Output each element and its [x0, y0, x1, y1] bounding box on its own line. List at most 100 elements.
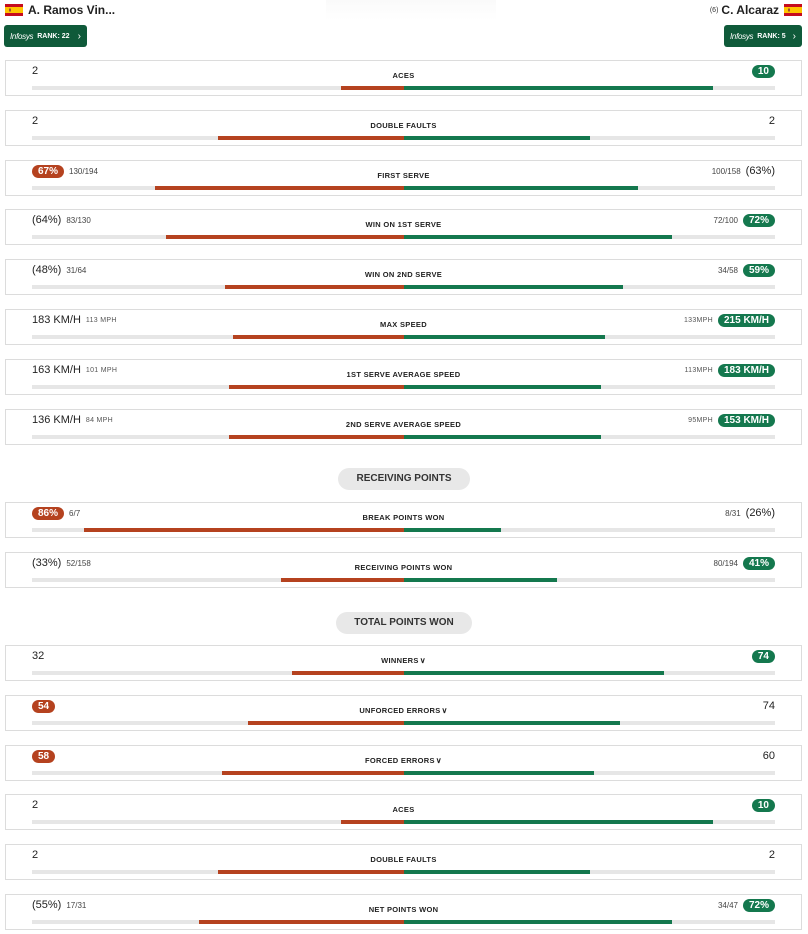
- left-stat-bar: [83, 528, 404, 532]
- left-value: 86% 6/7: [32, 507, 80, 520]
- left-stat-bar: [280, 578, 404, 582]
- right-sub-value: 100/158: [711, 166, 741, 176]
- right-sub-value: 34/58: [717, 266, 738, 275]
- left-value: 54: [32, 700, 56, 713]
- stat-bar-track: [32, 771, 775, 775]
- chevron-down-icon[interactable]: ∨: [441, 706, 448, 715]
- left-main-value: (55%): [32, 899, 62, 911]
- left-unit-value: 84 MPH: [85, 416, 114, 424]
- stat-bar-track: [32, 335, 775, 339]
- stat-bar-track: [32, 870, 775, 874]
- stat-row: MAX SPEED 183 KM/H 113 MPH 133MPH 215 KM/H: [5, 309, 802, 345]
- left-value: 2: [32, 849, 38, 861]
- right-unit-value: 95MPH: [688, 417, 713, 424]
- header-fade: [326, 0, 496, 20]
- chevron-right-icon: ›: [77, 30, 81, 42]
- right-main-value: 60: [762, 750, 775, 762]
- left-value: 2: [32, 65, 38, 77]
- right-stat-bar: [403, 820, 713, 824]
- right-value: 74: [763, 700, 775, 712]
- stat-row: ACES 2 10: [5, 60, 802, 96]
- stat-row: BREAK POINTS WON 86% 6/7 8/31 (26%): [5, 502, 802, 538]
- left-main-value: 2: [32, 65, 39, 77]
- left-value: 163 KM/H 101 MPH: [32, 364, 117, 376]
- stat-label-text: 2ND SERVE AVERAGE SPEED: [345, 420, 462, 429]
- left-stat-bar: [221, 771, 404, 775]
- right-stat-bar: [403, 721, 620, 725]
- left-main-value: (64%): [32, 214, 62, 226]
- left-value: 67% 130/194: [32, 165, 98, 178]
- stat-bar-track: [32, 820, 775, 824]
- stat-label: FIRST SERVE: [6, 171, 801, 180]
- stat-row: WIN ON 2ND SERVE (48%) 31/64 34/58 59%: [5, 259, 802, 295]
- stat-row: DOUBLE FAULTS 2 2: [5, 110, 802, 146]
- match-header: A. Ramos Vin... (6) C. Alcaraz Infosys R…: [0, 0, 808, 56]
- stat-row: FORCED ERRORS∨ 58 60: [5, 745, 802, 781]
- right-player-name: C. Alcaraz: [721, 3, 779, 17]
- left-player[interactable]: A. Ramos Vin...: [5, 3, 115, 17]
- total-points-section: TOTAL POINTS WON: [0, 612, 808, 634]
- right-stat-bar: [403, 285, 623, 289]
- left-main-value: 32: [32, 650, 45, 662]
- right-main-value: 215 KM/H: [717, 314, 775, 327]
- left-sub-value: 31/64: [66, 265, 87, 275]
- left-main-value: 2: [32, 115, 39, 127]
- left-value: (48%) 31/64: [32, 264, 86, 276]
- stat-label[interactable]: UNFORCED ERRORS∨: [6, 706, 801, 715]
- right-player[interactable]: (6) C. Alcaraz: [710, 3, 802, 17]
- stat-label-text: WIN ON 1ST SERVE: [365, 220, 442, 229]
- left-main-value: 58: [32, 750, 56, 763]
- total-points-section-title: TOTAL POINTS WON: [336, 612, 472, 634]
- stat-label: DOUBLE FAULTS: [6, 855, 801, 864]
- right-value: 80/194 41%: [714, 557, 775, 570]
- left-value: 32: [32, 650, 44, 662]
- stat-label[interactable]: WINNERS∨: [6, 656, 801, 665]
- left-stat-bar: [217, 870, 404, 874]
- chevron-right-icon: ›: [792, 30, 796, 42]
- chevron-down-icon[interactable]: ∨: [419, 656, 426, 665]
- stat-bar-track: [32, 578, 775, 582]
- stat-label: DOUBLE FAULTS: [6, 121, 801, 130]
- chevron-down-icon[interactable]: ∨: [435, 756, 442, 765]
- left-rank-button[interactable]: Infosys RANK: 22 ›: [4, 25, 87, 47]
- left-value: 2: [32, 115, 38, 127]
- left-main-value: 183 KM/H: [32, 314, 81, 326]
- left-main-value: 163 KM/H: [32, 364, 81, 376]
- stat-bar-track: [32, 528, 775, 532]
- right-value: 60: [763, 750, 775, 762]
- left-value: (33%) 52/158: [32, 557, 91, 569]
- stat-bar-track: [32, 435, 775, 439]
- right-value: 2: [769, 849, 775, 861]
- right-sub-value: 80/194: [713, 559, 738, 568]
- right-main-value: 2: [768, 115, 775, 127]
- right-stat-bar: [403, 385, 601, 389]
- right-player-seed: (6): [709, 6, 719, 14]
- left-value: 136 KM/H 84 MPH: [32, 414, 113, 426]
- stat-row: UNFORCED ERRORS∨ 54 74: [5, 695, 802, 731]
- left-rank-text: RANK: 22: [37, 32, 70, 40]
- right-main-value: 72%: [742, 214, 775, 227]
- left-stat-bar: [154, 186, 404, 190]
- stat-row: 2ND SERVE AVERAGE SPEED 136 KM/H 84 MPH 95M…: [5, 409, 802, 445]
- right-stat-bar: [403, 771, 594, 775]
- left-stat-bar: [228, 385, 404, 389]
- stat-bar-track: [32, 671, 775, 675]
- right-rank-text: RANK: 5: [757, 32, 786, 40]
- left-main-value: 136 KM/H: [32, 414, 81, 426]
- stat-row: 1ST SERVE AVERAGE SPEED 163 KM/H 101 MPH 11…: [5, 359, 802, 395]
- stat-label[interactable]: FORCED ERRORS∨: [6, 756, 801, 765]
- right-stat-bar: [403, 578, 557, 582]
- stat-bar-track: [32, 86, 775, 90]
- left-value: 2: [32, 799, 38, 811]
- right-stat-bar: [403, 136, 590, 140]
- right-stat-bar: [403, 435, 601, 439]
- left-main-value: 86%: [32, 507, 65, 520]
- right-value: 72/100 72%: [714, 214, 775, 227]
- left-stat-bar: [165, 235, 404, 239]
- left-sub-value: 52/158: [66, 558, 91, 568]
- stat-bar-track: [32, 385, 775, 389]
- stat-label: ACES: [6, 71, 801, 80]
- right-rank-button[interactable]: Infosys RANK: 5 ›: [724, 25, 802, 47]
- right-main-value: 10: [751, 65, 775, 78]
- left-sub-value: 17/31: [66, 900, 87, 910]
